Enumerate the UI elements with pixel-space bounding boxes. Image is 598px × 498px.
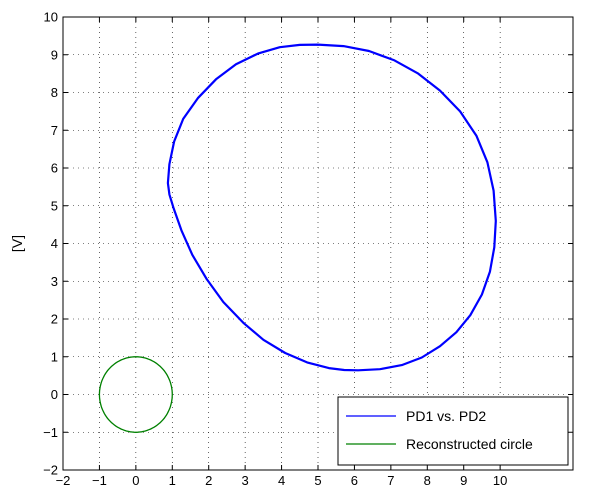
x-tick-label: −2: [56, 473, 71, 488]
y-tick-label: 8: [51, 85, 58, 100]
y-tick-label: −1: [43, 425, 58, 440]
y-tick-label: −2: [43, 463, 58, 478]
legend-label-reconstructed-circle: Reconstructed circle: [406, 436, 533, 452]
legend-label-pd1-vs-pd2: PD1 vs. PD2: [406, 408, 486, 424]
y-tick-label: 9: [51, 47, 58, 62]
y-tick-label: 6: [51, 161, 58, 176]
y-tick-labels: −2 −1 0 1 2 3 4 5 6 7 8 9 10: [43, 10, 58, 478]
axis-ticks: [62, 16, 573, 471]
x-tick-label: 9: [460, 473, 467, 488]
series-pd1-vs-pd2: [166, 43, 497, 372]
x-tick-label: 8: [424, 473, 431, 488]
y-tick-label: 4: [51, 236, 58, 251]
y-tick-label: 2: [51, 312, 58, 327]
y-tick-label: 7: [51, 123, 58, 138]
y-axis-label: [V]: [9, 235, 25, 252]
x-tick-label: 7: [387, 473, 394, 488]
x-tick-label: 5: [314, 473, 321, 488]
y-tick-label: 10: [44, 10, 58, 25]
y-tick-label: 3: [51, 274, 58, 289]
x-tick-label: 1: [169, 473, 176, 488]
x-tick-label: 0: [132, 473, 139, 488]
x-tick-label: 6: [351, 473, 358, 488]
x-tick-label: 4: [278, 473, 285, 488]
grid-lines: [63, 17, 573, 470]
x-tick-label: 3: [242, 473, 249, 488]
y-tick-label: 0: [51, 387, 58, 402]
x-tick-label: 10: [493, 473, 507, 488]
x-tick-label: 2: [205, 473, 212, 488]
legend-box: [337, 396, 569, 466]
y-tick-label: 5: [51, 198, 58, 213]
y-tick-label: 1: [51, 349, 58, 364]
x-tick-labels: −2 −1 0 1 2 3 4 5 6 7 8 9 10: [56, 473, 508, 488]
series-layer: [98, 43, 497, 433]
series-reconstructed-circle: [98, 356, 173, 433]
x-tick-label: −1: [92, 473, 107, 488]
legend: PD1 vs. PD2 Reconstructed circle: [337, 396, 569, 466]
